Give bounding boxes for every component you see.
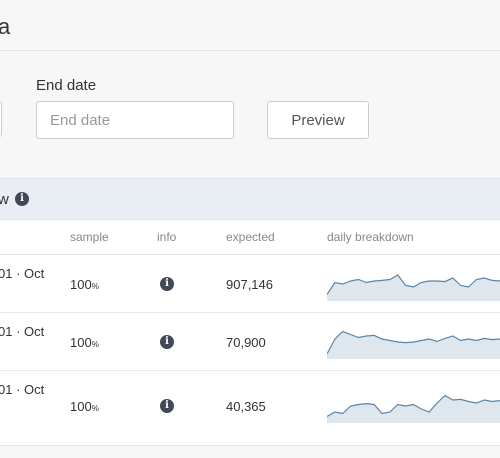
row-expected: 40,365 bbox=[226, 399, 266, 414]
panel-title: w bbox=[0, 191, 9, 208]
sparkline-svg bbox=[327, 394, 500, 423]
sparkline-area bbox=[327, 275, 500, 301]
sample-unit: % bbox=[91, 404, 99, 413]
sparkline-area bbox=[327, 395, 500, 423]
row-date: 01 · Oct bbox=[0, 382, 45, 397]
row-sample: 100% bbox=[70, 335, 99, 350]
table-row: 01 · Oct 100% i 40,365 bbox=[0, 371, 500, 443]
sparkline-line bbox=[327, 394, 500, 418]
info-icon[interactable]: i bbox=[15, 192, 29, 206]
preview-button[interactable]: Preview bbox=[267, 101, 369, 139]
page-title: a bbox=[0, 14, 11, 39]
table-row: 01 · Oct 100% i 907,146 bbox=[0, 255, 500, 313]
sample-value: 100 bbox=[70, 399, 92, 414]
sparkline-line bbox=[327, 330, 500, 355]
info-icon[interactable]: i bbox=[160, 277, 174, 291]
row-expected: 907,146 bbox=[226, 277, 273, 292]
column-header-daily-breakdown: daily breakdown bbox=[327, 230, 414, 244]
end-date-input[interactable] bbox=[36, 101, 234, 139]
column-header-info: info bbox=[157, 230, 177, 244]
column-header-expected: expected bbox=[226, 230, 275, 244]
title-bar: a bbox=[0, 0, 500, 51]
sample-unit: % bbox=[91, 340, 99, 349]
start-date-input[interactable] bbox=[0, 101, 2, 137]
daily-breakdown-sparkline bbox=[327, 325, 500, 359]
info-icon[interactable]: i bbox=[160, 399, 174, 413]
row-sample: 100% bbox=[70, 399, 99, 414]
column-header-sample: sample bbox=[70, 230, 109, 244]
sparkline-svg bbox=[327, 330, 500, 359]
sample-value: 100 bbox=[70, 335, 92, 350]
daily-breakdown-sparkline bbox=[327, 389, 500, 423]
row-expected: 70,900 bbox=[226, 335, 266, 350]
info-icon[interactable]: i bbox=[160, 335, 174, 349]
panel-header: w i bbox=[0, 179, 500, 220]
row-date: 01 · Oct bbox=[0, 324, 45, 339]
row-date: 01 · Oct bbox=[0, 266, 45, 281]
sparkline-svg bbox=[327, 274, 500, 301]
sample-unit: % bbox=[91, 282, 99, 291]
results-panel: w i sample info expected daily breakdown… bbox=[0, 178, 500, 446]
end-date-label: End date bbox=[36, 77, 97, 94]
sparkline-line bbox=[327, 274, 500, 295]
daily-breakdown-sparkline bbox=[327, 267, 500, 301]
row-sample: 100% bbox=[70, 277, 99, 292]
table-row: 01 · Oct 100% i 70,900 bbox=[0, 313, 500, 371]
sample-value: 100 bbox=[70, 277, 92, 292]
header-divider bbox=[0, 254, 500, 255]
